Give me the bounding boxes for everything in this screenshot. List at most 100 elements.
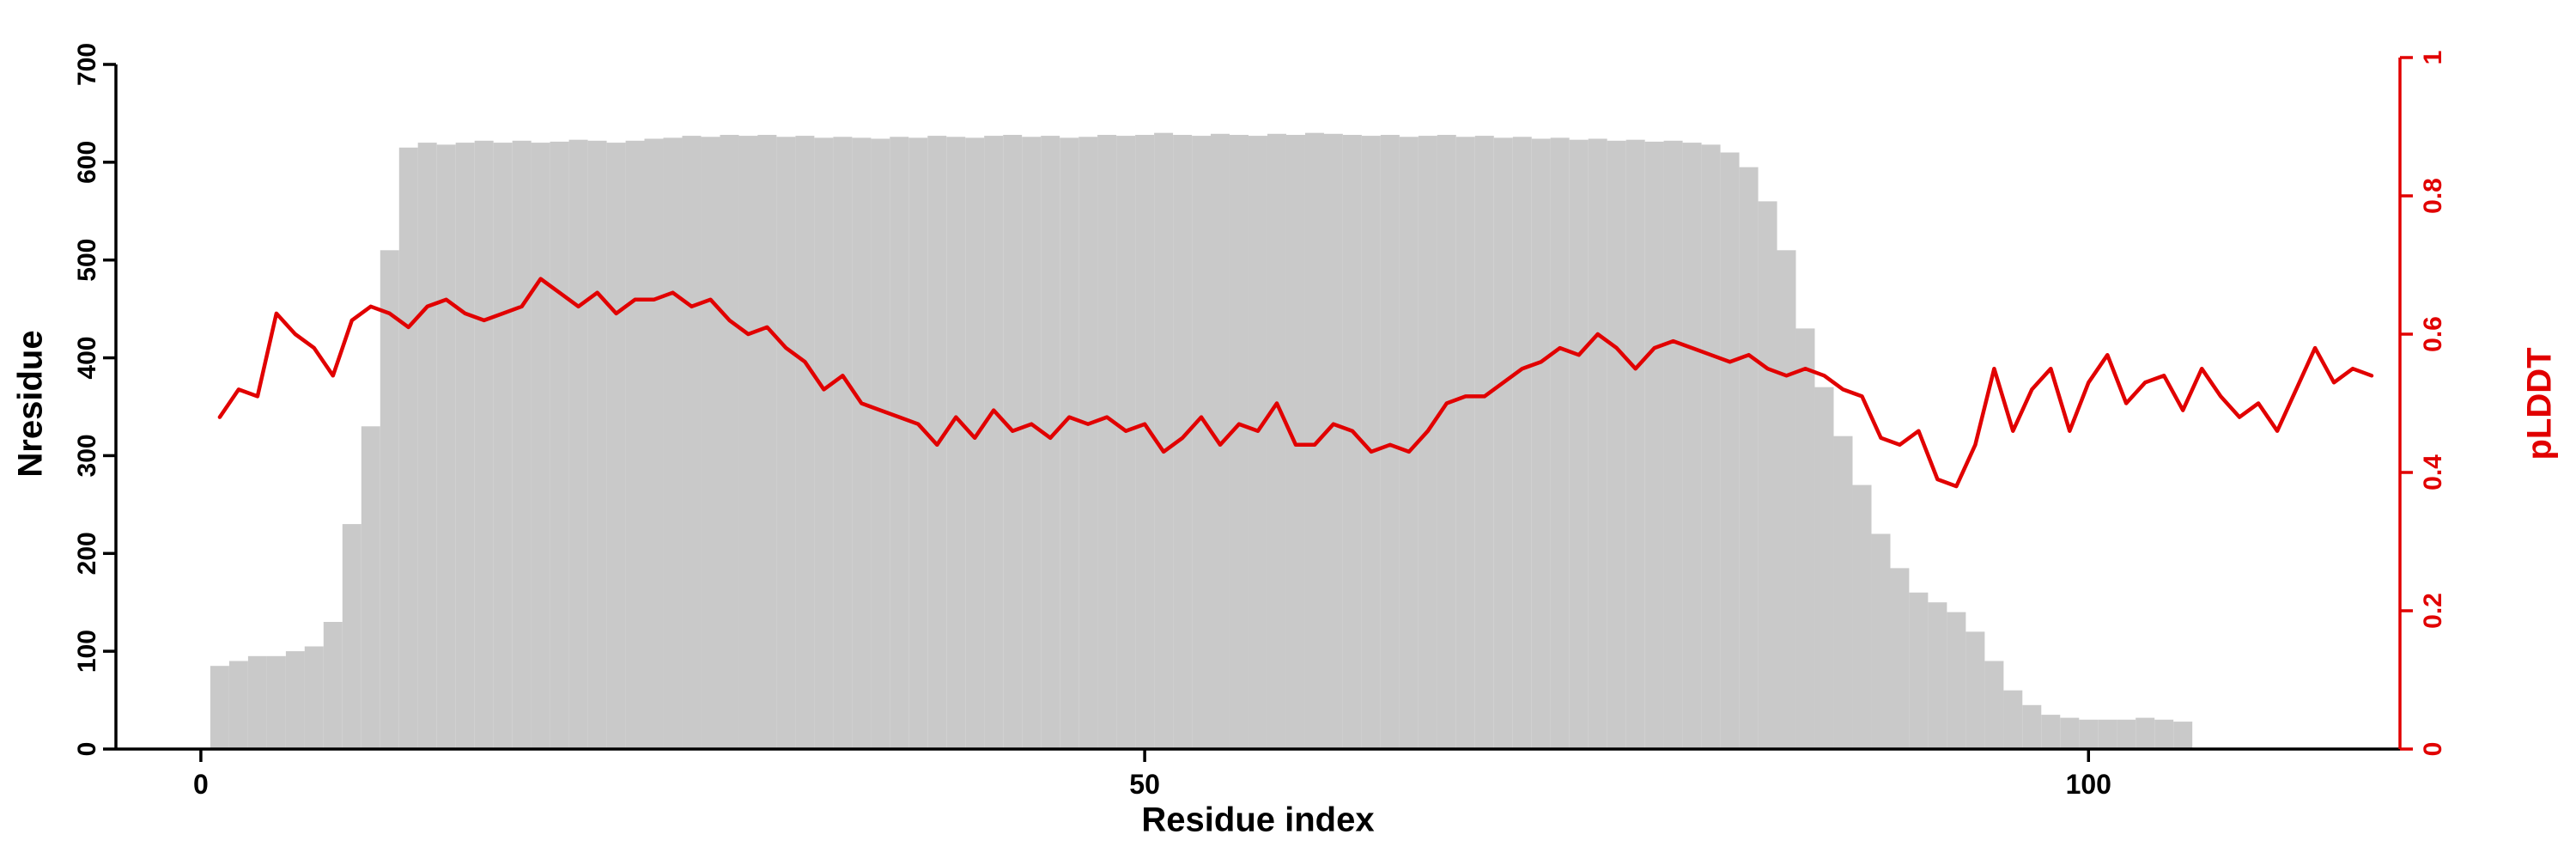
bar: [1758, 201, 1777, 749]
bar: [474, 140, 494, 750]
bar: [1455, 137, 1475, 750]
y-right-tick-label: 0.4: [2419, 454, 2447, 490]
x-tick-label: 100: [2066, 769, 2111, 800]
x-tick-label: 50: [1129, 769, 1160, 800]
bar: [1305, 132, 1324, 749]
bar: [2022, 704, 2042, 749]
bar: [1814, 387, 1834, 749]
bar: [1060, 137, 1079, 749]
bar: [304, 646, 324, 749]
bar: [625, 140, 645, 750]
bar: [1154, 132, 1174, 749]
bar: [1965, 631, 1985, 749]
y-left-tick-label: 0: [73, 742, 101, 757]
bar: [512, 140, 532, 750]
bar: [644, 138, 664, 749]
bar: [1135, 135, 1155, 749]
bar: [1474, 136, 1494, 750]
bar: [795, 136, 815, 750]
bar: [984, 136, 1004, 750]
y-axis-title-right: pLDDT: [2520, 347, 2559, 460]
bar: [1003, 135, 1023, 749]
bar: [1512, 137, 1532, 750]
bar: [720, 135, 739, 749]
bar: [1078, 137, 1098, 750]
bar: [2117, 719, 2136, 749]
bar: [1342, 135, 1362, 749]
y-left-tick-label: 500: [73, 239, 101, 282]
bar: [1588, 138, 1607, 749]
bar: [757, 135, 777, 749]
x-tick-label: 0: [193, 769, 209, 800]
bar: [1380, 135, 1400, 749]
bar: [1644, 141, 1664, 749]
bar: [2098, 719, 2117, 749]
bar: [776, 137, 796, 750]
y-left-tick-label: 400: [73, 337, 101, 380]
y-right-tick-label: 0: [2419, 742, 2447, 757]
bar: [210, 666, 229, 749]
bar: [1323, 133, 1343, 750]
bar: [1663, 140, 1683, 750]
bar: [871, 138, 890, 749]
bar: [1909, 592, 1929, 749]
y-left-tick-label: 600: [73, 141, 101, 184]
y-right-tick-label: 0.8: [2419, 178, 2447, 214]
bar: [1795, 328, 1815, 749]
bar: [323, 622, 343, 749]
bar: [1173, 135, 1193, 749]
bar: [1625, 139, 1645, 749]
y-left-tick-label: 200: [73, 532, 101, 575]
bar: [2136, 717, 2155, 749]
bar: [1701, 144, 1721, 749]
bar: [247, 655, 267, 749]
bar: [852, 137, 872, 749]
bar: [1192, 136, 1212, 750]
bar: [1418, 136, 1437, 750]
bar: [2079, 719, 2099, 749]
bar: [1852, 484, 1872, 749]
bar: [1116, 136, 1136, 750]
bar: [814, 137, 834, 749]
bar: [587, 140, 607, 750]
bar: [342, 524, 361, 749]
bar: [1437, 135, 1456, 749]
bar: [398, 147, 418, 750]
bar: [361, 426, 380, 749]
bar: [1720, 152, 1740, 749]
bar: [606, 143, 626, 750]
bar: [2154, 719, 2174, 749]
bar: [1928, 602, 1947, 749]
bar: [1493, 137, 1513, 749]
bar: [1607, 140, 1626, 750]
y-axis-title-left: Nresidue: [11, 330, 50, 478]
bar: [1833, 436, 1853, 749]
y-left-tick-label: 100: [73, 630, 101, 673]
bar: [738, 136, 758, 750]
bar: [1531, 138, 1551, 749]
bar: [682, 136, 702, 750]
bar: [1097, 135, 1117, 749]
bar: [1947, 612, 1966, 749]
y-right-tick-label: 1: [2419, 51, 2447, 65]
bar: [1871, 533, 1891, 749]
bar: [2003, 690, 2023, 749]
bar: [833, 137, 853, 750]
bar: [228, 661, 248, 749]
bar: [531, 143, 550, 750]
bar: [455, 143, 475, 750]
bar: [550, 141, 569, 749]
bar: [1550, 137, 1570, 749]
bar: [1984, 661, 2004, 749]
bar: [285, 651, 305, 749]
y-left-tick-label: 700: [73, 43, 101, 86]
bar: [1267, 133, 1286, 750]
bar: [436, 144, 456, 749]
bar: [965, 137, 985, 749]
plddt-line: [217, 277, 2374, 489]
bar: [890, 137, 909, 750]
bar: [701, 137, 720, 750]
y-left-tick-label: 300: [73, 434, 101, 477]
